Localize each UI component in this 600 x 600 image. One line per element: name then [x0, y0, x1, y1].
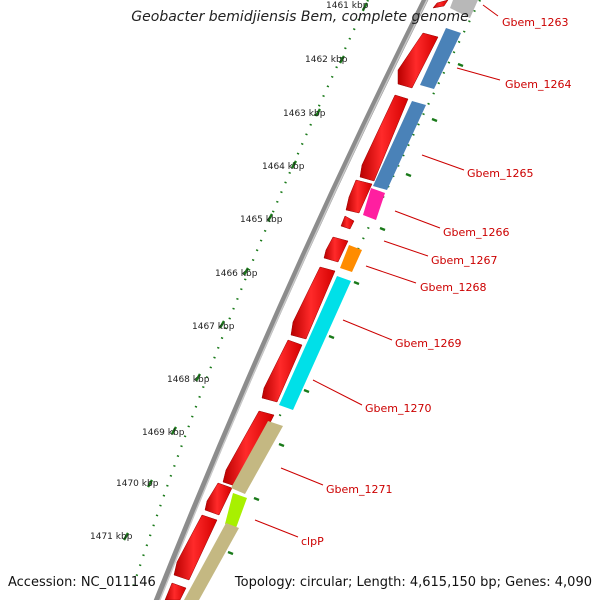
cds-arrow: [164, 582, 187, 600]
cog-bands: [184, 0, 478, 600]
cds-arrow: [397, 32, 439, 89]
inner-ticks: [227, 62, 464, 556]
cds-arrow: [173, 514, 218, 581]
gene-label-gbem-1264: Gbem_1264: [505, 78, 571, 91]
kbp-label-1465: 1465 kbp: [240, 215, 283, 225]
cds-arrow: [345, 179, 373, 214]
cog-band-khaki: [184, 523, 239, 600]
cds-arrow: [290, 266, 336, 340]
gene-label-gbem-1265: Gbem_1265: [467, 167, 533, 180]
kbp-label-1467: 1467 kbp: [192, 322, 235, 332]
cog-band-steelblue: [373, 101, 426, 190]
gene-label-gbem-1271: Gbem_1271: [326, 483, 392, 496]
gene-label-gbem-1269: Gbem_1269: [395, 337, 461, 350]
scale-dotted-ring: [130, 0, 369, 591]
cds-arrow: [432, 0, 449, 9]
cds-arrow: [204, 482, 233, 516]
kbp-label-1461: 1461 kbp: [326, 1, 369, 11]
cog-band-magenta: [363, 188, 385, 220]
kbp-label-1471: 1471 kbp: [90, 532, 133, 542]
cds-arrow: [222, 410, 275, 488]
leader-lines: [254, 4, 501, 538]
backbone-ring-shadow: [159, 0, 428, 600]
cog-band-khaki: [231, 421, 283, 494]
cds-arrow: [261, 339, 303, 403]
cds-arrow: [359, 94, 409, 182]
gene-label-clpp: clpP: [301, 535, 324, 548]
genome-summary-text: Topology: circular; Length: 4,615,150 bp…: [234, 575, 592, 590]
kbp-label-1462: 1462 kbp: [305, 55, 348, 65]
cog-band-gray: [450, 0, 478, 18]
gene-label-gbem-1266: Gbem_1266: [443, 226, 509, 239]
kbp-label-1469: 1469 kbp: [142, 428, 185, 438]
gene-label-gbem-1270: Gbem_1270: [365, 402, 431, 415]
kbp-label-1470: 1470 kbp: [116, 479, 159, 489]
cds-arrow: [340, 215, 355, 230]
cog-band-orange: [340, 245, 362, 272]
kbp-label-1464: 1464 kbp: [262, 162, 305, 172]
kbp-ticks: [122, 2, 369, 541]
kbp-label-1463: 1463 kbp: [283, 109, 326, 119]
cog-band-steelblue: [420, 28, 461, 89]
backbone-ring: [153, 0, 429, 600]
gene-label-gbem-1267: Gbem_1267: [431, 254, 497, 267]
map-title: Geobacter bemidjiensis Bem, complete gen…: [131, 9, 469, 25]
gene-label-gbem-1263: Gbem_1263: [502, 16, 568, 29]
cds-features: [164, 0, 449, 600]
kbp-label-1468: 1468 kbp: [167, 375, 210, 385]
cog-band-lime: [225, 493, 247, 528]
accession-text: Accession: NC_011146: [8, 575, 156, 590]
cog-band-cyan: [279, 276, 351, 410]
gene-label-gbem-1268: Gbem_1268: [420, 281, 486, 294]
kbp-label-1466: 1466 kbp: [215, 269, 258, 279]
cds-arrow: [323, 236, 349, 263]
